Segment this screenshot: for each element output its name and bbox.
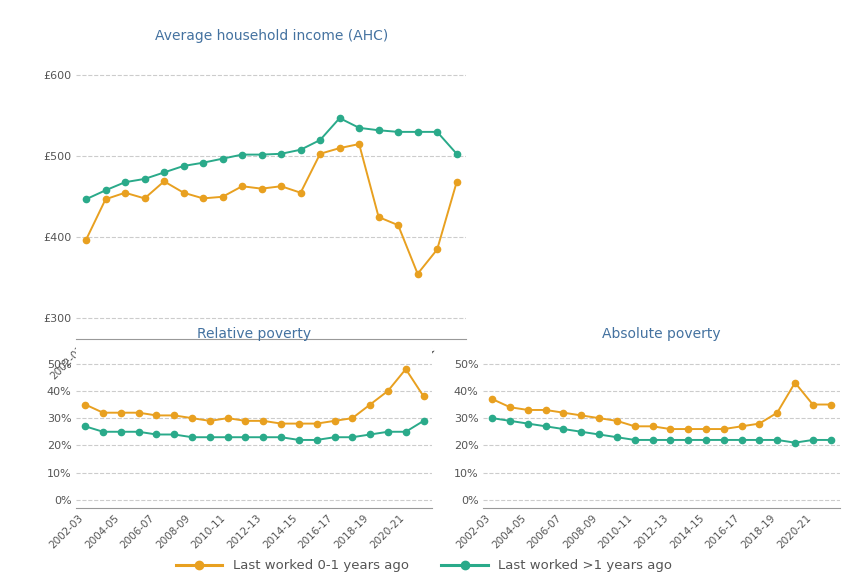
Title: Absolute poverty: Absolute poverty: [602, 326, 721, 340]
Title: Average household income (AHC): Average household income (AHC): [154, 29, 388, 43]
Legend: Last worked 0-1 years ago, Last worked >1 years ago: Last worked 0-1 years ago, Last worked >…: [170, 554, 678, 578]
Title: Relative poverty: Relative poverty: [198, 326, 311, 340]
